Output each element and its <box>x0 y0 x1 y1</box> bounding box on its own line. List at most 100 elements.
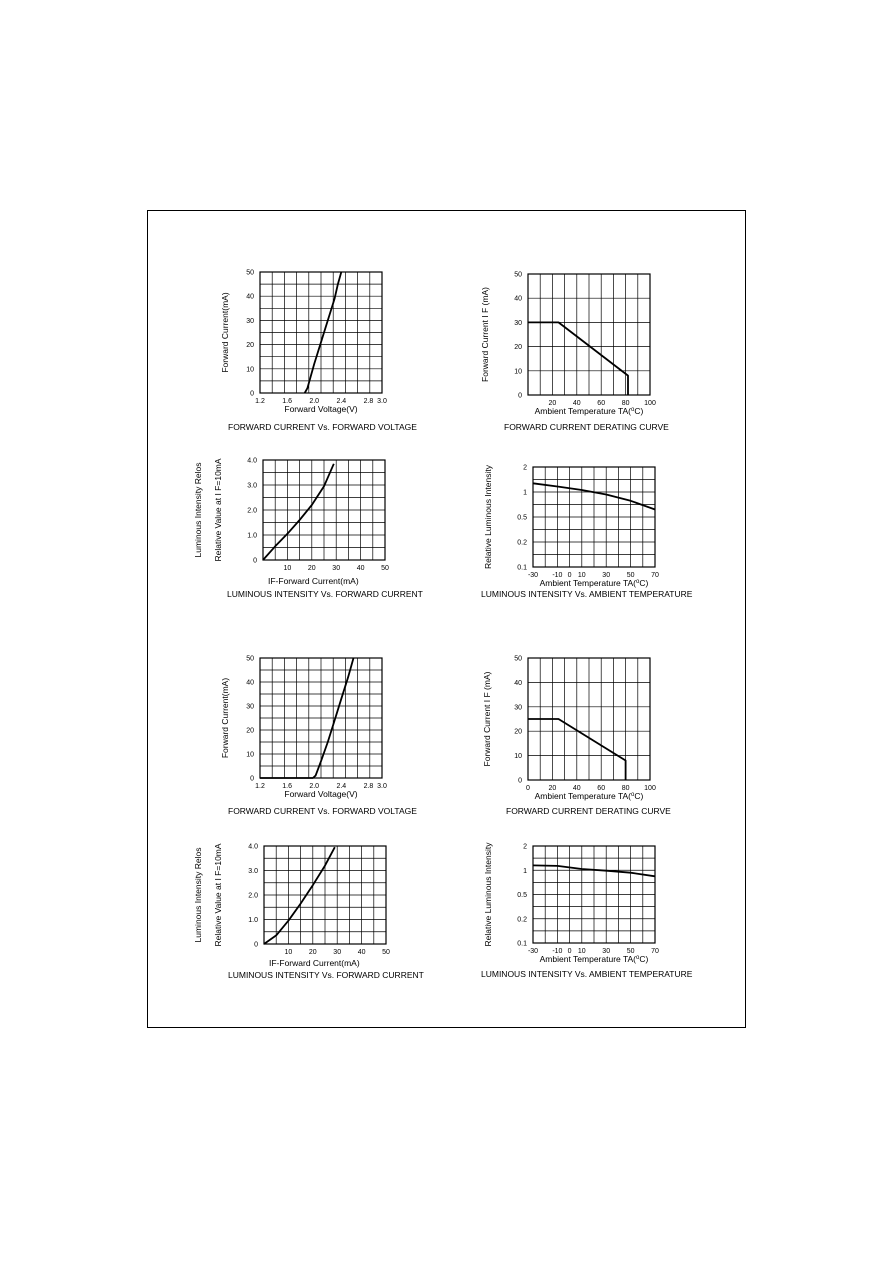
x-tick-label: 30 <box>332 565 340 572</box>
x-tick-label: 70 <box>651 948 659 955</box>
y-axis-label: Forward Current(mA) <box>220 678 230 758</box>
series-line <box>532 482 656 511</box>
y-tick-label: 1 <box>523 490 527 497</box>
x-tick-label: 40 <box>573 785 581 792</box>
x-tick-label: 100 <box>644 785 656 792</box>
chart-forward-current-derating-2: 0 20 40 60 80 100 0 10 20 30 40 50 Ambient Temperatu… <box>482 656 671 817</box>
grid <box>260 272 382 393</box>
y-tick-label: 40 <box>514 680 522 687</box>
y-tick-label: 0 <box>518 778 522 785</box>
x-tick-label: 40 <box>358 949 366 956</box>
y-tick-label: 1.0 <box>247 533 257 540</box>
x-axis-label: Ambient Temperature TA(oC) <box>540 578 649 588</box>
figure-frame <box>147 210 746 1028</box>
chart-caption: LUMINOUS INTENSITY Vs. FORWARD CURRENT <box>227 589 423 599</box>
grid <box>263 460 385 560</box>
plot-border <box>263 845 387 945</box>
chart-forward-current-derating-1: 20 40 60 80 100 0 10 20 30 40 50 Ambient Temperatur… <box>480 272 669 433</box>
y-tick-label: 0.1 <box>517 565 527 572</box>
x-tick-label: 2.4 <box>336 398 346 405</box>
y-tick-label: 0 <box>254 942 258 949</box>
x-axis-label: Forward Voltage(V) <box>284 404 357 414</box>
x-tick-label: 80 <box>622 400 630 407</box>
y-tick-label: 3.0 <box>248 868 258 875</box>
x-tick-label: 2.4 <box>336 783 346 790</box>
y-tick-label: 0.1 <box>517 941 527 948</box>
x-tick-label: 2.8 <box>364 398 374 405</box>
x-tick-label: -30 <box>528 948 538 955</box>
x-tick-label: 1.6 <box>282 783 292 790</box>
x-tick-label: 30 <box>333 949 341 956</box>
y-axis-label: Forward Current(mA) <box>220 292 230 372</box>
x-tick-label: 0 <box>526 785 530 792</box>
y-tick-label: 30 <box>514 704 522 711</box>
series-line <box>532 864 656 878</box>
y-tick-label: 40 <box>246 680 254 687</box>
y-tick-label: 2 <box>523 844 527 851</box>
x-tick-label: 1.6 <box>282 398 292 405</box>
y-tick-label: 30 <box>514 320 522 327</box>
y-tick-label: 2 <box>523 465 527 472</box>
grid <box>533 846 655 943</box>
y-axis-label: Luminous Intensity Relos <box>193 463 203 558</box>
x-tick-label: -10 <box>552 948 562 955</box>
x-tick-label: 3.0 <box>377 783 387 790</box>
x-axis-label: Ambient Temperature TA(oC) <box>540 954 649 964</box>
x-tick-label: 10 <box>578 572 586 579</box>
y-tick-label: 10 <box>246 366 254 373</box>
y-axis-label: Forward Current I F (mA) <box>482 671 492 766</box>
y-tick-label: 1.0 <box>248 917 258 924</box>
x-tick-label: 50 <box>627 572 635 579</box>
y-tick-label: 50 <box>514 656 522 663</box>
y-tick-label: 20 <box>514 729 522 736</box>
y-tick-label: 4.0 <box>248 844 258 851</box>
grid <box>533 467 655 567</box>
y-tick-label: 10 <box>246 752 254 759</box>
y-tick-label: 2.0 <box>247 508 257 515</box>
y-axis-label: Relative Luminous Intensity <box>483 464 493 569</box>
x-tick-label: 10 <box>285 949 293 956</box>
chart-caption: LUMINOUS INTENSITY Vs. AMBIENT TEMPERATU… <box>481 969 693 979</box>
grid <box>528 658 650 780</box>
x-axis-label: Forward Voltage(V) <box>284 789 357 799</box>
series-line <box>260 657 355 779</box>
x-tick-label: -30 <box>528 572 538 579</box>
y-tick-label: 20 <box>246 728 254 735</box>
x-tick-label: 20 <box>549 400 557 407</box>
plot-border <box>527 273 651 396</box>
x-tick-label: -10 <box>552 572 562 579</box>
chart-caption: FORWARD CURRENT Vs. FORWARD VOLTAGE <box>228 422 417 432</box>
x-tick-label: 10 <box>578 948 586 955</box>
y-tick-label: 0.2 <box>517 916 527 923</box>
series-line <box>263 846 336 945</box>
chart-luminous-vs-temperature-2: -30 -10 0 10 30 50 70 0.1 0.2 0.5 1 2 Ambient Temper… <box>481 842 693 979</box>
x-tick-label: 1.2 <box>255 398 265 405</box>
y-tick-label: 40 <box>514 296 522 303</box>
x-tick-label: 20 <box>308 565 316 572</box>
plot-border <box>259 657 383 779</box>
x-tick-label: 0 <box>568 948 572 955</box>
y-tick-label: 10 <box>514 368 522 375</box>
x-tick-label: 50 <box>627 948 635 955</box>
y-tick-label: 1 <box>523 868 527 875</box>
chart-caption: LUMINOUS INTENSITY Vs. FORWARD CURRENT <box>228 970 424 980</box>
y-tick-label: 0.5 <box>517 892 527 899</box>
y-tick-label: 30 <box>246 704 254 711</box>
plot-border <box>262 459 386 561</box>
y-tick-label: 50 <box>246 656 254 663</box>
y-axis-label: Relative Value at I F=10mA <box>213 458 223 561</box>
x-axis-label: Ambient Temperature TA(oC) <box>535 406 644 416</box>
x-tick-label: 20 <box>549 785 557 792</box>
x-tick-label: 80 <box>622 785 630 792</box>
x-tick-label: 3.0 <box>377 398 387 405</box>
x-tick-label: 30 <box>602 572 610 579</box>
y-tick-label: 50 <box>246 270 254 277</box>
y-axis-label: Relative Value at I F=10mA <box>213 843 223 946</box>
series-line <box>528 718 627 780</box>
y-tick-label: 30 <box>246 318 254 325</box>
y-tick-label: 0 <box>253 558 257 565</box>
grid <box>528 274 650 395</box>
y-tick-label: 3.0 <box>247 483 257 490</box>
chart-caption: FORWARD CURRENT DERATING CURVE <box>506 806 671 816</box>
x-tick-label: 10 <box>284 565 292 572</box>
